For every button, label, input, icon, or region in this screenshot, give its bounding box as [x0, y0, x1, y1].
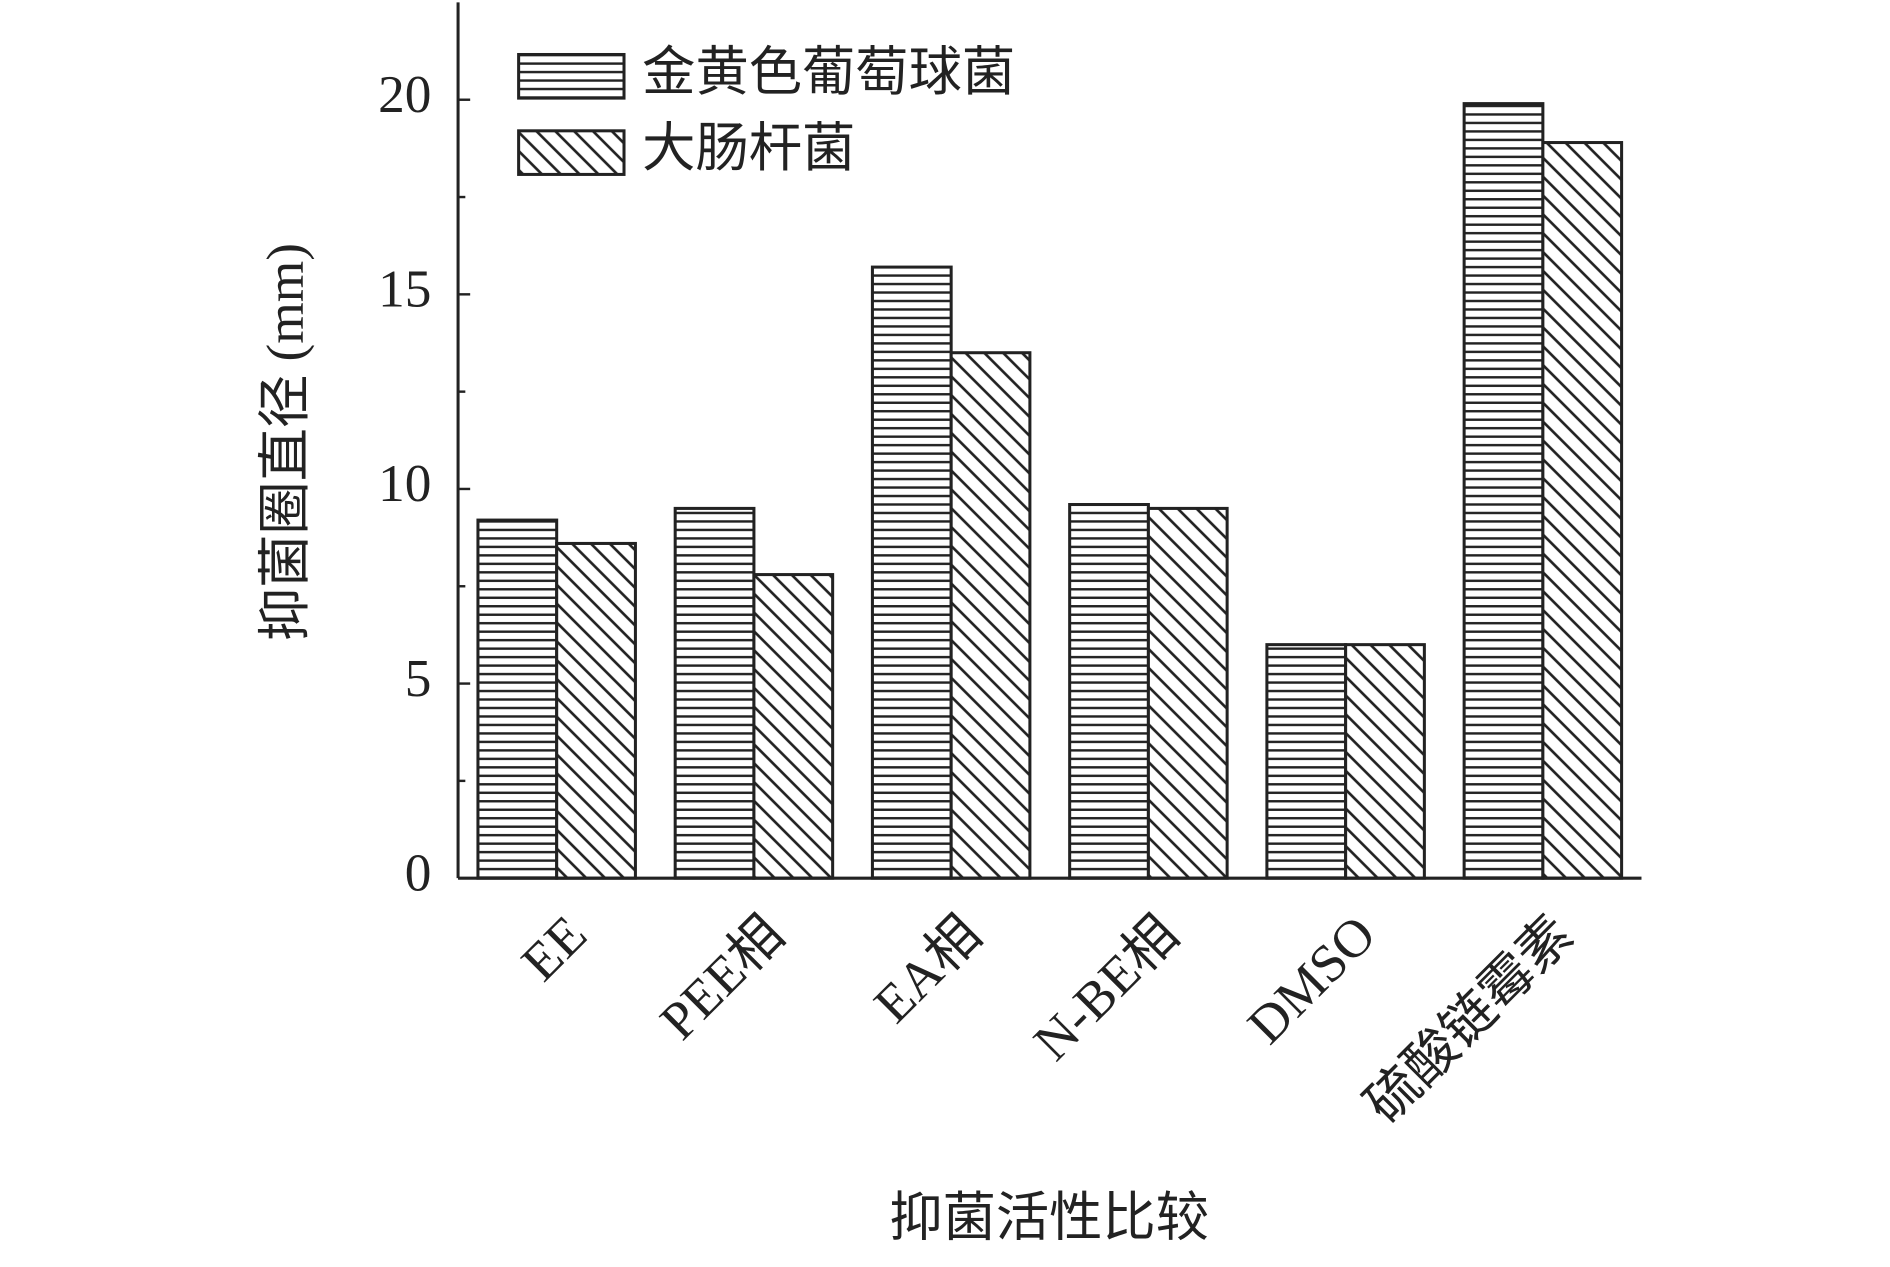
bar: [673, 506, 756, 880]
x-tick-label: N-BE相: [1022, 904, 1189, 1071]
legend-swatch: [517, 129, 626, 176]
y-tick-label: 10: [378, 454, 431, 513]
y-tick-label: 20: [378, 65, 431, 124]
bar: [752, 573, 835, 880]
y-tick-label: 5: [405, 649, 432, 708]
x-tick-label: DMSO: [1236, 904, 1387, 1055]
y-tick-label: 15: [378, 260, 431, 319]
bar: [555, 541, 637, 880]
x-axis-title: 抑菌活性比较: [889, 1189, 1209, 1248]
bar: [1462, 102, 1545, 880]
bar: [1146, 506, 1229, 880]
x-tick-label: 硫酸链霉素: [1354, 904, 1584, 1134]
y-tick-label: 0: [405, 843, 432, 902]
bar: [476, 518, 559, 880]
bar: [1265, 643, 1348, 880]
legend-label: 大肠杆菌: [642, 119, 855, 178]
x-tick-label: EE: [510, 904, 598, 992]
legend-swatch: [517, 52, 626, 100]
y-axis-title: 抑菌圈直径 (mm): [256, 243, 315, 641]
bar: [1068, 503, 1150, 880]
x-tick-label: EA相: [863, 904, 993, 1034]
bar: [949, 351, 1032, 880]
x-tick-label: PEE相: [649, 904, 795, 1050]
bar: [1541, 141, 1624, 880]
legend-label: 金黄色葡萄球菌: [642, 43, 1015, 102]
bar: [870, 265, 953, 880]
bar: [1344, 643, 1426, 880]
